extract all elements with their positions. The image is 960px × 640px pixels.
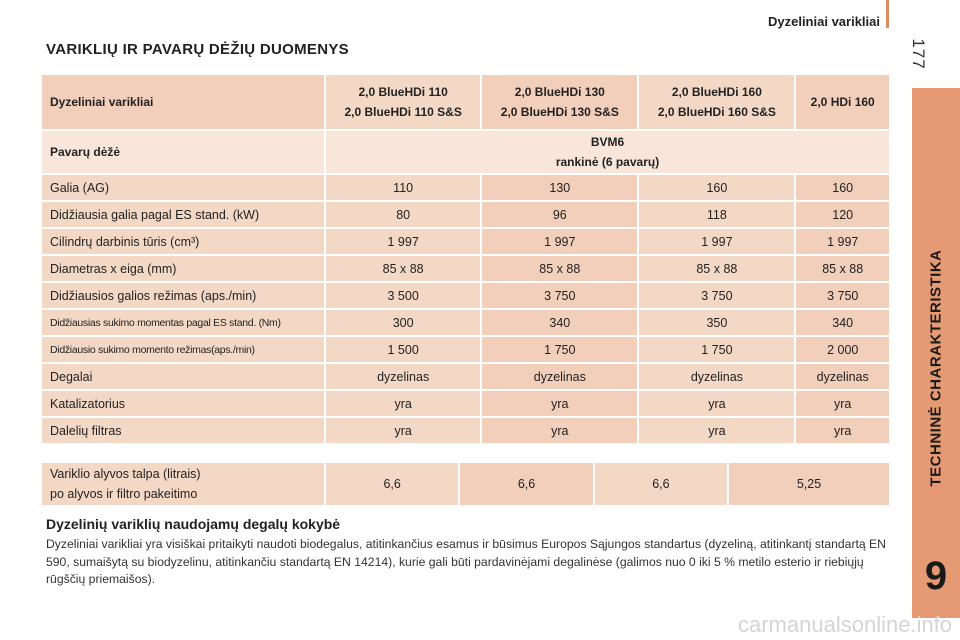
row-value: 96 (482, 202, 638, 227)
row-label: Diametras x eiga (mm) (42, 256, 324, 281)
row-value: dyzelinas (639, 364, 795, 389)
fuel-quality-title: Dyzelinių variklių naudojamų degalų koky… (46, 516, 341, 532)
row-value: 3 750 (796, 283, 889, 308)
row-label: Dalelių filtras (42, 418, 324, 443)
chapter-side-tab: TECHNINĖ CHARAKTERISTIKA 9 (912, 88, 960, 618)
row-value: 1 750 (639, 337, 795, 362)
row-value: 85 x 88 (482, 256, 638, 281)
engine-name: 2,0 BlueHDi 130 (514, 85, 605, 99)
header-rule (886, 0, 889, 28)
row-value: 3 750 (482, 283, 638, 308)
gearbox-type: BVM6 (590, 135, 625, 149)
table-row: Galia (AG) 110 130 160 160 (42, 175, 889, 200)
row-value: 120 (796, 202, 889, 227)
row-label: Didžiausio sukimo momento režimas(aps./m… (42, 337, 324, 362)
row-value: 160 (639, 175, 795, 200)
watermark: carmanualsonline.info (738, 612, 953, 637)
table-row: Didžiausios galios režimas (aps./min) 3 5… (42, 283, 889, 308)
oil-capacity-label: Variklio alyvos talpa (litrais) po alyvo… (42, 463, 324, 505)
gearbox-value: BVM6 rankinė (6 pavarų) (326, 131, 889, 173)
header-label-cell: Dyzeliniai varikliai (42, 75, 324, 129)
row-label: Galia (AG) (42, 175, 324, 200)
gearbox-label: Pavarų dėžė (42, 131, 324, 173)
row-value: yra (796, 391, 889, 416)
row-label: Katalizatorius (42, 391, 324, 416)
row-label: Degalai (42, 364, 324, 389)
oil-capacity-row: Variklio alyvos talpa (litrais) po alyvo… (42, 463, 889, 505)
gearbox-row: Pavarų dėžė BVM6 rankinė (6 pavarų) (42, 131, 889, 173)
row-value: yra (482, 418, 638, 443)
row-value: 130 (482, 175, 638, 200)
table-row: Didžiausias sukimo momentas pagal ES sta… (42, 310, 889, 335)
row-value: yra (326, 418, 481, 443)
row-value: 85 x 88 (796, 256, 889, 281)
section-title: VARIKLIŲ IR PAVARŲ DĖŽIŲ DUOMENYS (46, 41, 349, 58)
fuel-quality-text: Dyzeliniai varikliai yra visiškai pritai… (46, 537, 886, 586)
row-value: 118 (639, 202, 795, 227)
row-value: dyzelinas (796, 364, 889, 389)
header-title: Dyzeliniai varikliai (767, 14, 880, 29)
row-value: 160 (796, 175, 889, 200)
oil-value: 6,6 (460, 463, 593, 505)
row-value: yra (326, 391, 481, 416)
row-value: yra (796, 418, 889, 443)
table-row: Dalelių filtras yra yra yra yra (42, 418, 889, 443)
engine-name: 2,0 BlueHDi 110 (358, 85, 448, 99)
oil-value: 6,6 (594, 463, 728, 505)
row-value: 85 x 88 (326, 256, 481, 281)
engine-spec-table: Dyzeliniai varikliai 2,0 BlueHDi 110 2,0… (40, 73, 891, 445)
page-number: 177 (909, 38, 928, 70)
row-value: 85 x 88 (639, 256, 795, 281)
row-value: 1 500 (326, 337, 481, 362)
engine-header-cell: 2,0 BlueHDi 130 2,0 BlueHDi 130 S&S (482, 75, 638, 129)
table-row: Cilindrų darbinis tūris (cm³) 1 997 1 997 1… (42, 229, 889, 254)
engine-header-cell: 2,0 HDi 160 (796, 75, 889, 129)
table-row: Degalai dyzelinas dyzelinas dyzelinas dyzeli… (42, 364, 889, 389)
row-value: 2 000 (796, 337, 889, 362)
engine-header-cell: 2,0 BlueHDi 160 2,0 BlueHDi 160 S&S (639, 75, 795, 129)
row-value: 1 997 (639, 229, 795, 254)
engine-name: 2,0 BlueHDi 160 (671, 85, 762, 99)
row-value: 80 (326, 202, 481, 227)
row-value: dyzelinas (482, 364, 638, 389)
chapter-number: 9 (924, 554, 948, 598)
row-value: 340 (482, 310, 638, 335)
table-row: Katalizatorius yra yra yra yra (42, 391, 889, 416)
row-value: 300 (326, 310, 481, 335)
gearbox-description: rankinė (6 pavarų) (555, 155, 660, 169)
row-value: 1 997 (482, 229, 638, 254)
row-value: 3 500 (326, 283, 481, 308)
row-value: 1 997 (796, 229, 889, 254)
engine-header-cell: 2,0 BlueHDi 110 2,0 BlueHDi 110 S&S (326, 75, 481, 129)
table-row: Didžiausia galia pagal ES stand. (kW) 80 9… (42, 202, 889, 227)
row-value: dyzelinas (326, 364, 481, 389)
oil-value: 5,25 (729, 463, 889, 505)
row-value: yra (639, 391, 795, 416)
engine-name-ss: 2,0 BlueHDi 110 S&S (344, 105, 462, 119)
row-label: Didžiausia galia pagal ES stand. (kW) (42, 202, 324, 227)
table-row: Didžiausio sukimo momento režimas(aps./m… (42, 337, 889, 362)
row-value: 3 750 (639, 283, 795, 308)
row-label: Didžiausios galios režimas (aps./min) (42, 283, 324, 308)
oil-label-line2: po alyvos ir filtro pakeitimo (50, 487, 198, 501)
oil-label-line1: Variklio alyvos talpa (litrais) (50, 467, 201, 481)
row-value: 1 750 (482, 337, 638, 362)
engine-name-ss: 2,0 BlueHDi 130 S&S (500, 105, 619, 119)
row-value: 1 997 (326, 229, 481, 254)
table-row: Diametras x eiga (mm) 85 x 88 85 x 88 85 x … (42, 256, 889, 281)
engine-name-ss: 2,0 BlueHDi 160 S&S (657, 105, 776, 119)
oil-capacity-table: Variklio alyvos talpa (litrais) po alyvo… (40, 461, 891, 507)
oil-value: 6,6 (326, 463, 459, 505)
row-value: 350 (639, 310, 795, 335)
table-header-row: Dyzeliniai varikliai 2,0 BlueHDi 110 2,0… (42, 75, 889, 129)
row-value: yra (639, 418, 795, 443)
row-label: Cilindrų darbinis tūris (cm³) (42, 229, 324, 254)
row-label: Didžiausias sukimo momentas pagal ES sta… (42, 310, 324, 335)
row-value: 340 (796, 310, 889, 335)
row-value: yra (482, 391, 638, 416)
chapter-label: TECHNINĖ CHARAKTERISTIKA (927, 249, 945, 487)
engine-name: 2,0 HDi 160 (810, 95, 875, 109)
row-value: 110 (326, 175, 481, 200)
